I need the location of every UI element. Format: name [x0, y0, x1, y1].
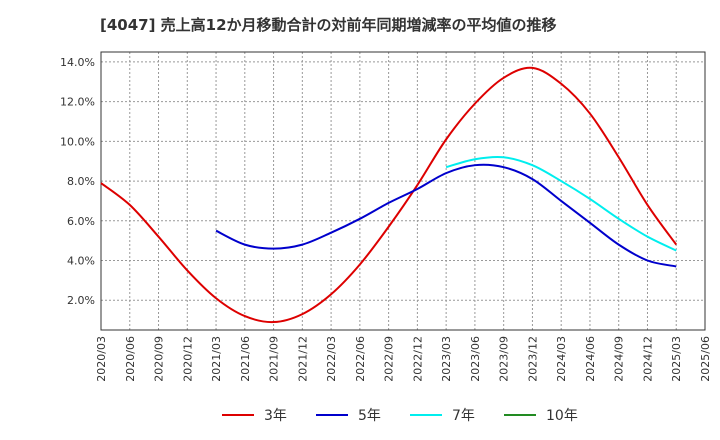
- x-tick-label: 2021/09: [268, 336, 281, 382]
- grid: [101, 52, 705, 330]
- x-tick-label: 2021/03: [210, 336, 223, 382]
- legend-label: 3年: [264, 408, 287, 424]
- x-tick-label: 2022/06: [354, 336, 367, 382]
- y-tick-label: 6.0%: [67, 215, 95, 228]
- legend-label: 10年: [546, 408, 578, 424]
- x-tick-label: 2024/12: [641, 336, 654, 382]
- x-tick-label: 2020/06: [124, 336, 137, 382]
- x-tick-label: 2020/03: [95, 336, 108, 382]
- x-tick-label: 2020/09: [153, 336, 166, 382]
- x-tick-label: 2023/03: [440, 336, 453, 382]
- x-tick-label: 2020/12: [181, 336, 194, 382]
- x-tick-label: 2021/06: [239, 336, 252, 382]
- plot-area: [100, 51, 706, 331]
- x-axis-ticks: 2020/03 2020/06 2020/09 2020/12 2021/03 2021/…: [95, 336, 712, 382]
- series-lines: [100, 66, 678, 324]
- y-tick-label: 12.0%: [60, 96, 95, 109]
- x-tick-label: 2023/06: [469, 336, 482, 382]
- x-tick-label: 2022/12: [411, 336, 424, 382]
- x-tick-label: 2023/12: [526, 336, 539, 382]
- x-tick-label: 2022/03: [325, 336, 338, 382]
- x-tick-label: 2021/12: [296, 336, 309, 382]
- y-tick-label: 4.0%: [67, 255, 95, 268]
- x-tick-label: 2024/06: [584, 336, 597, 382]
- series-line-1: [215, 163, 677, 268]
- x-tick-label: 2024/03: [555, 336, 568, 382]
- x-tick-label: 2024/09: [613, 336, 626, 382]
- legend-label: 5年: [358, 408, 381, 424]
- x-tick-label: 2025/03: [670, 336, 683, 382]
- y-tick-label: 10.0%: [60, 135, 95, 148]
- x-tick-label: 2025/06: [699, 336, 712, 382]
- series-line-2: [445, 155, 677, 252]
- y-tick-label: 8.0%: [67, 175, 95, 188]
- x-tick-label: 2022/09: [383, 336, 396, 382]
- x-tick-label: 2023/09: [498, 336, 511, 382]
- y-tick-label: 2.0%: [67, 294, 95, 307]
- y-tick-label: 14.0%: [60, 56, 95, 69]
- series-line-0: [100, 66, 678, 324]
- legend-label: 7年: [452, 408, 475, 424]
- y-axis-ticks: 2.0% 4.0% 6.0% 8.0% 10.0% 12.0% 14.0%: [60, 56, 95, 307]
- legend: 3年 5年 7年 10年: [222, 408, 578, 424]
- chart-title: [4047] 売上高12か月移動合計の対前年同期増減率の平均値の推移: [100, 16, 557, 34]
